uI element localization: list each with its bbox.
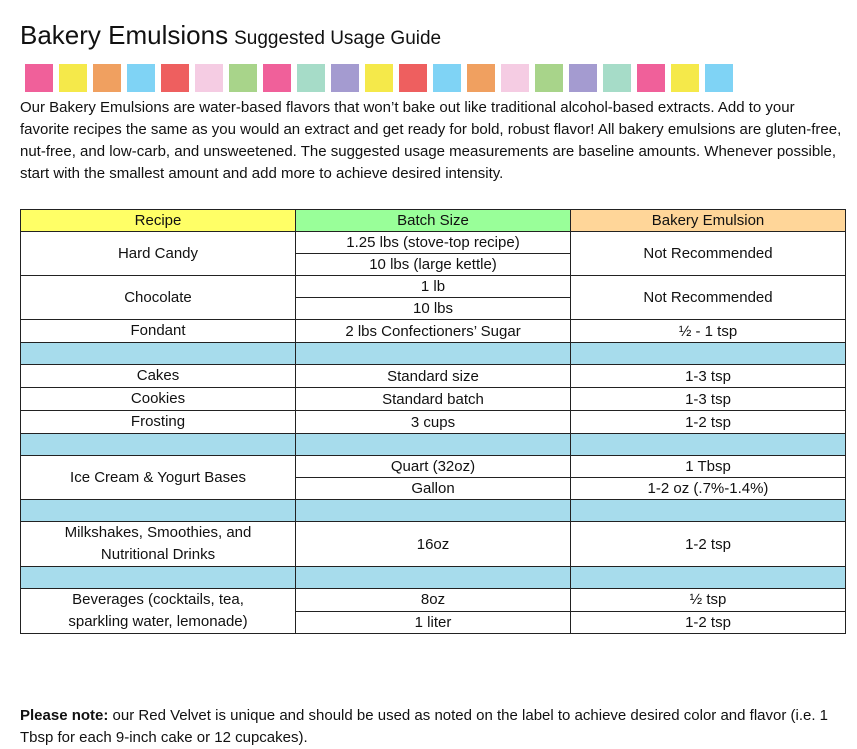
note: Please note: our Red Velvet is unique an… xyxy=(20,705,846,749)
table-row: Cakes Standard size 1-3 tsp xyxy=(20,364,846,388)
title: Bakery Emulsions xyxy=(20,20,229,50)
subtitle: Suggested Usage Guide xyxy=(234,28,442,49)
table-row: Milkshakes, Smoothies, and Nutritional D… xyxy=(20,521,846,567)
emulsion-cell: 1-3 tsp xyxy=(570,364,846,388)
separator-row xyxy=(20,342,846,365)
batch-cell: 1 lb xyxy=(295,275,571,298)
recipe-cell: Hard Candy xyxy=(20,231,296,276)
note-text: our Red Velvet is unique and should be u… xyxy=(20,707,829,746)
recipe-cell: Cakes xyxy=(20,364,296,388)
batch-cell: 10 lbs (large kettle) xyxy=(295,253,571,276)
separator-row xyxy=(20,499,846,522)
emulsion-cell: 1 Tbsp xyxy=(570,455,846,478)
emulsion-cell: 1-3 tsp xyxy=(570,387,846,411)
separator-cell xyxy=(295,342,571,365)
separator-row xyxy=(20,433,846,456)
recipe-cell: Frosting xyxy=(20,410,296,434)
column-header: Batch Size xyxy=(295,209,571,232)
table-row: Cookies Standard batch 1-3 tsp xyxy=(20,387,846,411)
title-block: Bakery Emulsions Suggested Usage Guide xyxy=(20,20,441,51)
emulsion-cell: Not Recommended xyxy=(570,275,846,320)
batch-cell: Standard size xyxy=(295,364,571,388)
separator-cell xyxy=(20,433,296,456)
table-row: Beverages (cocktails, tea, sparkling wat… xyxy=(20,588,846,634)
batch-cell: 10 lbs xyxy=(295,297,571,320)
emulsion-cell: 1-2 tsp xyxy=(570,410,846,434)
batch-cell: 1.25 lbs (stove-top recipe) xyxy=(295,231,571,254)
batch-cell: Standard batch xyxy=(295,387,571,411)
emulsion-cell: 1-2 tsp xyxy=(570,521,846,567)
intro: Our Bakery Emulsions are water-based fla… xyxy=(20,99,842,182)
color-swatches xyxy=(25,64,733,92)
recipe-cell: Milkshakes, Smoothies, and Nutritional D… xyxy=(20,521,296,567)
emulsion-cell: 1-2 tsp xyxy=(570,610,846,634)
separator-cell xyxy=(20,566,296,589)
separator-cell xyxy=(20,342,296,365)
batch-cell: 2 lbs Confectioners’ Sugar xyxy=(295,319,571,343)
table-row: Fondant 2 lbs Confectioners’ Sugar ½ - 1 t… xyxy=(20,319,846,343)
table-row: Hard Candy 1.25 lbs (stove-top recipe) Not… xyxy=(20,231,846,276)
batch-cell: 3 cups xyxy=(295,410,571,434)
usage-table: Recipe Batch Size Bakery Emulsion Hard Cand… xyxy=(20,209,846,634)
recipe-cell: Ice Cream & Yogurt Bases xyxy=(20,455,296,500)
emulsion-cell: ½ tsp xyxy=(570,588,846,612)
table-row: Frosting 3 cups 1-2 tsp xyxy=(20,410,846,434)
separator-cell xyxy=(20,499,296,522)
separator-cell xyxy=(570,499,846,522)
recipe-cell: Cookies xyxy=(20,387,296,411)
batch-cell: Quart (32oz) xyxy=(295,455,571,478)
note-label: Please note: xyxy=(20,707,109,724)
table-row: 1 liter 1-2 tsp xyxy=(21,610,846,634)
separator-row xyxy=(20,566,846,589)
batch-cell: 1 liter xyxy=(295,610,571,634)
batch-cell: Gallon xyxy=(295,477,571,500)
table-row: Chocolate 1 lb Not Recommended xyxy=(20,275,846,320)
batch-cell: 16oz xyxy=(295,521,571,567)
recipe-cell: Chocolate xyxy=(20,275,296,320)
recipe-cell: Beverages (cocktails, tea, sparkling wat… xyxy=(20,588,296,634)
separator-cell xyxy=(295,433,571,456)
batch-cell: 8oz xyxy=(295,588,571,612)
separator-cell xyxy=(295,499,571,522)
separator-cell xyxy=(295,566,571,589)
emulsion-cell: 1-2 oz (.7%-1.4%) xyxy=(570,477,846,500)
separator-cell xyxy=(570,566,846,589)
table-row: Ice Cream & Yogurt Bases Quart (32oz) 1 Tb… xyxy=(20,455,846,500)
emulsion-cell: ½ - 1 tsp xyxy=(570,319,846,343)
separator-cell xyxy=(570,433,846,456)
separator-cell xyxy=(570,342,846,365)
column-header: Bakery Emulsion xyxy=(570,209,846,232)
recipe-cell: Fondant xyxy=(20,319,296,343)
emulsion-cell: Not Recommended xyxy=(570,231,846,276)
column-header: Recipe xyxy=(20,209,296,232)
